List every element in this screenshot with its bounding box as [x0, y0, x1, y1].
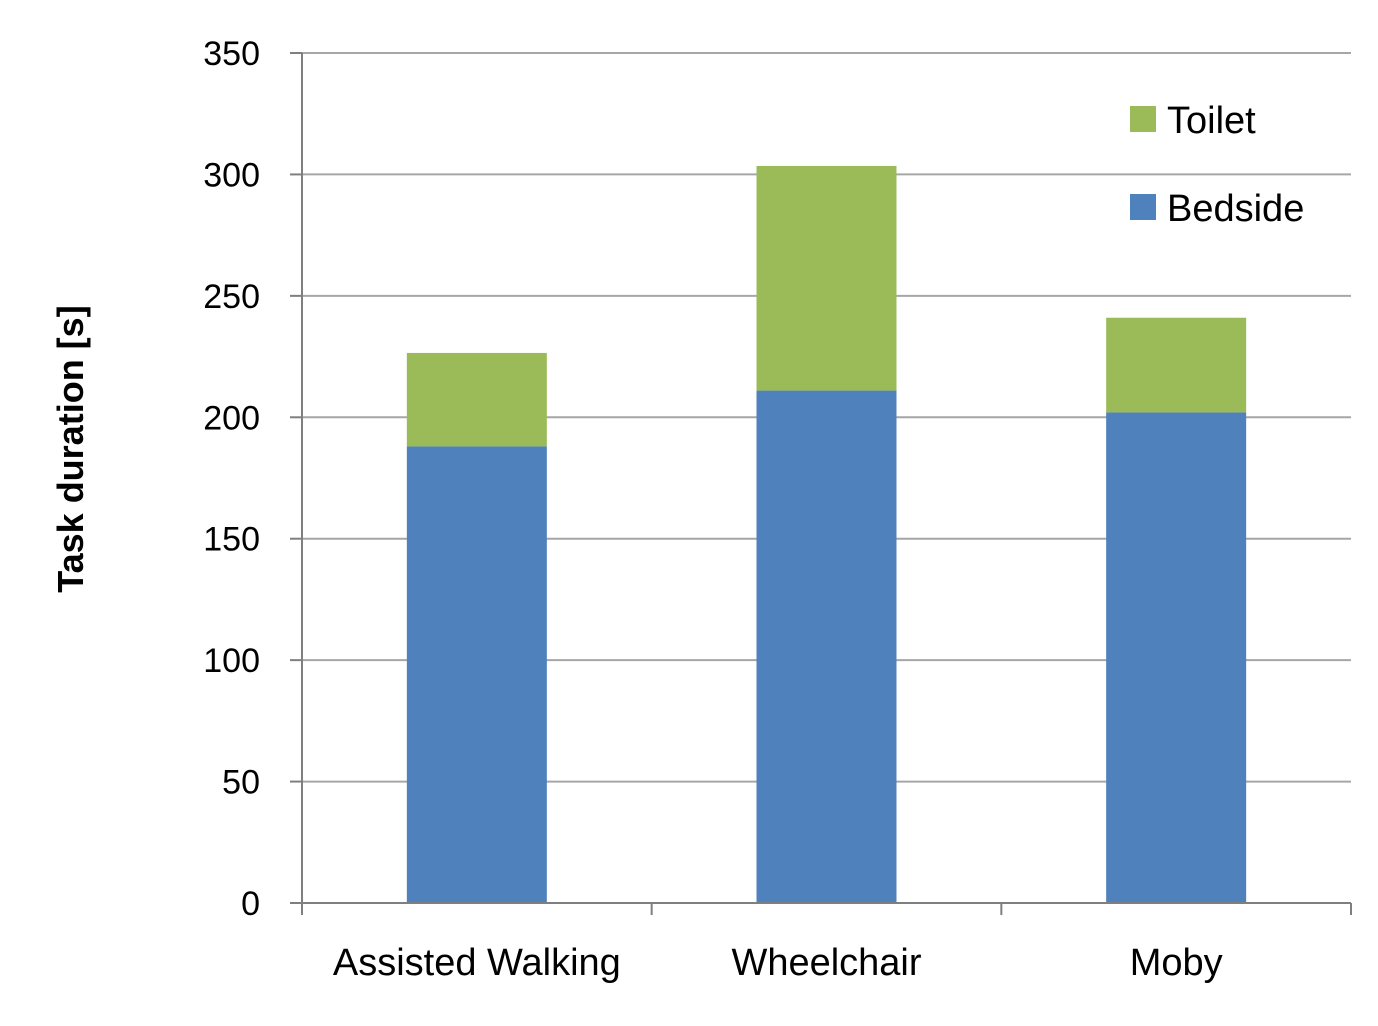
- bar-bedside-moby: [1106, 412, 1247, 903]
- y-tick-label: 50: [222, 764, 260, 802]
- x-category-labels: Assisted Walking Wheelchair Moby: [333, 942, 1223, 984]
- legend: Toilet Bedside: [1130, 100, 1304, 230]
- y-tick-labels: 0 50 100 150 200 250 300 350: [203, 35, 260, 923]
- legend-label-toilet: Toilet: [1167, 100, 1256, 142]
- y-tick-label: 150: [203, 521, 260, 559]
- x-category-label: Wheelchair: [731, 942, 921, 984]
- legend-label-bedside: Bedside: [1167, 188, 1304, 230]
- bar-bedside-wheelchair: [756, 390, 897, 904]
- y-tick-label: 300: [203, 156, 260, 194]
- bar-toilet-wheelchair: [756, 165, 897, 391]
- bar-toilet-moby: [1106, 317, 1247, 413]
- y-tick-label: 200: [203, 399, 260, 437]
- bar-toilet-assisted-walking: [406, 352, 547, 447]
- legend-swatch-bedside: [1130, 194, 1156, 220]
- y-tick-label: 250: [203, 278, 260, 316]
- y-tick-label: 0: [241, 885, 260, 923]
- y-tick-label: 100: [203, 642, 260, 680]
- x-category-label: Moby: [1130, 942, 1223, 984]
- y-tick-label: 350: [203, 35, 260, 73]
- x-category-label: Assisted Walking: [333, 942, 621, 984]
- legend-swatch-toilet: [1130, 106, 1156, 132]
- axes: [290, 52, 1352, 915]
- bars: [406, 165, 1247, 904]
- y-axis-title: Task duration [s]: [50, 305, 91, 592]
- bar-bedside-assisted-walking: [406, 446, 547, 903]
